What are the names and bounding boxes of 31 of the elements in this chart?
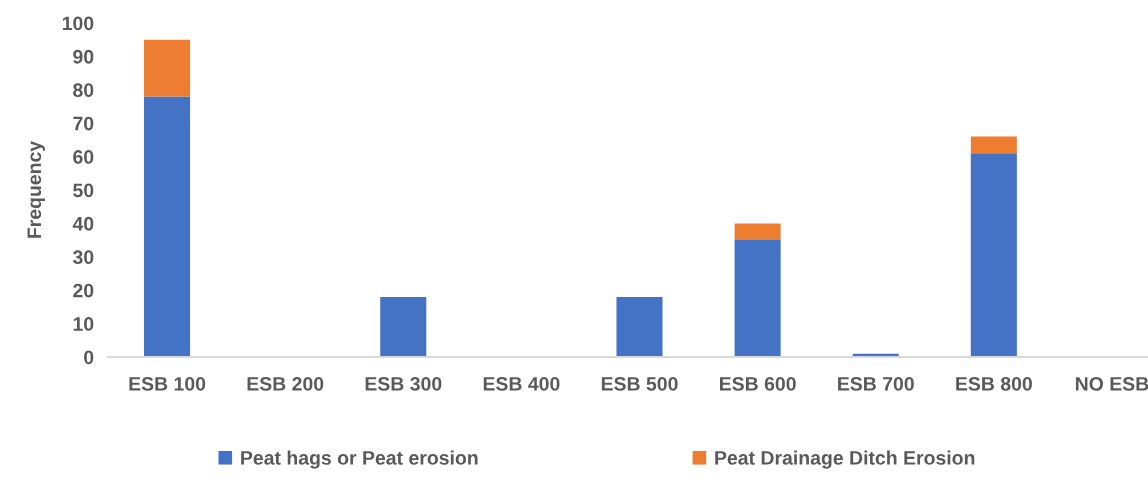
x-tick-label: ESB 800: [956, 376, 1032, 391]
x-tick-label: ESB 200: [247, 376, 324, 391]
y-axis-title: Frequency: [27, 140, 46, 238]
y-tick-label: 50: [73, 183, 94, 198]
y-tick-label: 0: [84, 350, 94, 365]
y-tick-label: 30: [72, 250, 94, 265]
x-tick-label: ESB 500: [601, 376, 678, 391]
x-tick-label: ESB 300: [365, 376, 442, 391]
x-tick-label: ESB 700: [838, 376, 914, 391]
x-tick-label: ESB 600: [720, 376, 796, 391]
y-tick-label: 100: [62, 16, 94, 31]
x-tick-label: NO ESB: [1075, 376, 1148, 391]
y-tick-label: 90: [73, 49, 94, 64]
x-tick-label: ESB 100: [129, 376, 206, 391]
y-tick-label: 40: [72, 216, 94, 231]
bar: [734, 240, 781, 357]
bar: [970, 136, 1017, 154]
bar: [144, 39, 191, 97]
y-tick-label: 20: [73, 283, 94, 298]
y-tick-label: 80: [73, 83, 94, 98]
y-tick-label: 60: [73, 150, 94, 164]
y-tick-label: 70: [73, 116, 94, 131]
x-tick-label: ESB 400: [483, 376, 560, 391]
bar: [616, 296, 663, 357]
legend-label: Peat hags or Peat erosion: [241, 450, 478, 469]
bar: [970, 153, 1017, 357]
bar: [734, 223, 781, 241]
y-tick-label: 10: [73, 317, 94, 331]
bar: [144, 96, 191, 357]
bar: [380, 296, 427, 357]
legend-label: Peat Drainage Ditch Erosion: [715, 450, 975, 469]
